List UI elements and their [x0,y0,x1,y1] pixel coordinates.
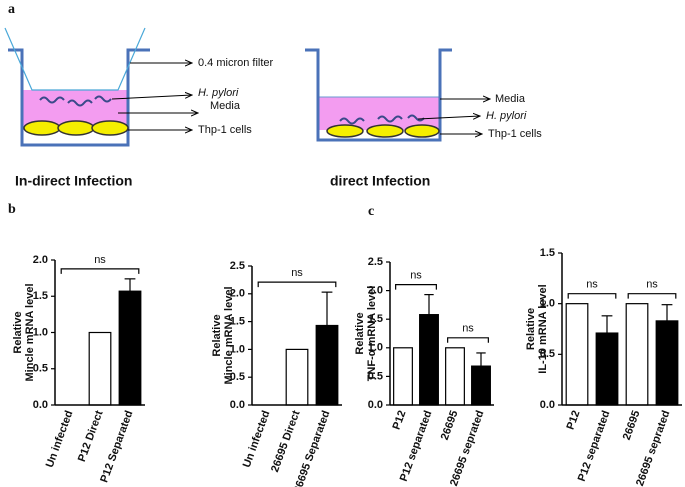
label: 0.4 micron filter [198,57,274,69]
y-tick-label: 0.5 [540,348,555,360]
bar [315,324,339,406]
y-tick-label: 0.0 [540,399,555,411]
bacterium [377,115,403,123]
bar [565,303,589,406]
bar [655,320,679,406]
y-tick-label: 1.5 [230,316,245,328]
y-tick-label: 0.5 [368,370,383,382]
bar [419,314,439,406]
bar [88,331,112,406]
direct-diagram: Media H. pylori Thp-1 cells direct Infec… [305,48,542,189]
label: Media [210,100,241,112]
significance-bracket [447,337,489,343]
y-tick-label: 0.5 [230,371,245,383]
y-axis-label: Relative [354,312,366,354]
insert [4,27,146,91]
significance-bracket [395,284,437,290]
panel-letter: a [8,2,15,17]
indirect-diagram: 0.4 micron filter H. pylori Media Thp-1 … [4,27,274,189]
y-tick-label: 2.0 [230,288,245,300]
bar [118,290,142,406]
bacterium [67,99,93,107]
y-axis-label: Relative [211,314,223,356]
well [8,48,150,147]
y-tick-label: 1.0 [33,326,48,338]
y-tick-label: 2.5 [230,260,245,272]
bar [285,348,309,406]
y-tick-label: 2.5 [368,256,383,268]
y-tick-label: 1.5 [368,313,383,325]
bar [471,365,491,406]
significance-label: ns [291,267,303,279]
y-tick-label: 0.0 [33,399,48,411]
y-axis-label: Relative [525,308,537,350]
caption: direct Infection [330,173,430,189]
bacterium [39,96,65,104]
cell [57,120,95,136]
y-axis-label: TNF-α mRNA level [366,286,378,382]
bacterium [339,117,365,125]
y-axis-label: Mincle mRNA level [24,283,36,381]
significance-label: ns [646,279,658,291]
y-tick-label: 1.5 [33,290,48,302]
y-axis-label: Relative [12,311,24,353]
label: H. pylori [198,87,239,99]
y-tick-label: 1.5 [540,247,555,259]
bar [445,347,465,406]
y-tick-label: 0.5 [33,363,48,375]
bar [393,347,413,406]
cell [404,124,440,138]
cell [366,124,404,138]
y-tick-label: 0.0 [368,399,383,411]
bar [595,332,619,406]
y-tick-label: 2.0 [33,254,48,266]
y-tick-label: 1.0 [368,342,383,354]
cell [326,124,364,138]
cell [91,120,129,136]
significance-label: ns [94,254,106,266]
arrow [417,116,480,119]
significance-bracket [257,281,337,288]
y-tick-label: 0.0 [230,399,245,411]
panel-letter: c [368,204,374,219]
significance-label: ns [462,323,474,335]
panel-letter: b [8,202,16,217]
y-tick-label: 1.0 [540,298,555,310]
y-tick-label: 1.0 [230,343,245,355]
y-tick-label: 2.0 [368,285,383,297]
arrow [111,95,192,100]
bacterium [94,95,112,103]
bar [625,303,649,406]
y-axis-label: IL-10 mRNA level [537,284,549,373]
significance-bracket [627,293,677,299]
label: Media [495,93,526,105]
significance-bracket [567,293,617,299]
significance-label: ns [586,279,598,291]
bacterium [407,114,425,122]
label: H. pylori [486,110,527,122]
y-axis-label: Mincle mRNA level [223,286,235,384]
cell [23,120,61,136]
label: Thp-1 cells [488,128,542,140]
caption: In-direct Infection [15,173,132,189]
well [305,48,452,142]
label: Thp-1 cells [198,124,252,136]
significance-bracket [60,268,140,274]
significance-label: ns [410,270,422,282]
